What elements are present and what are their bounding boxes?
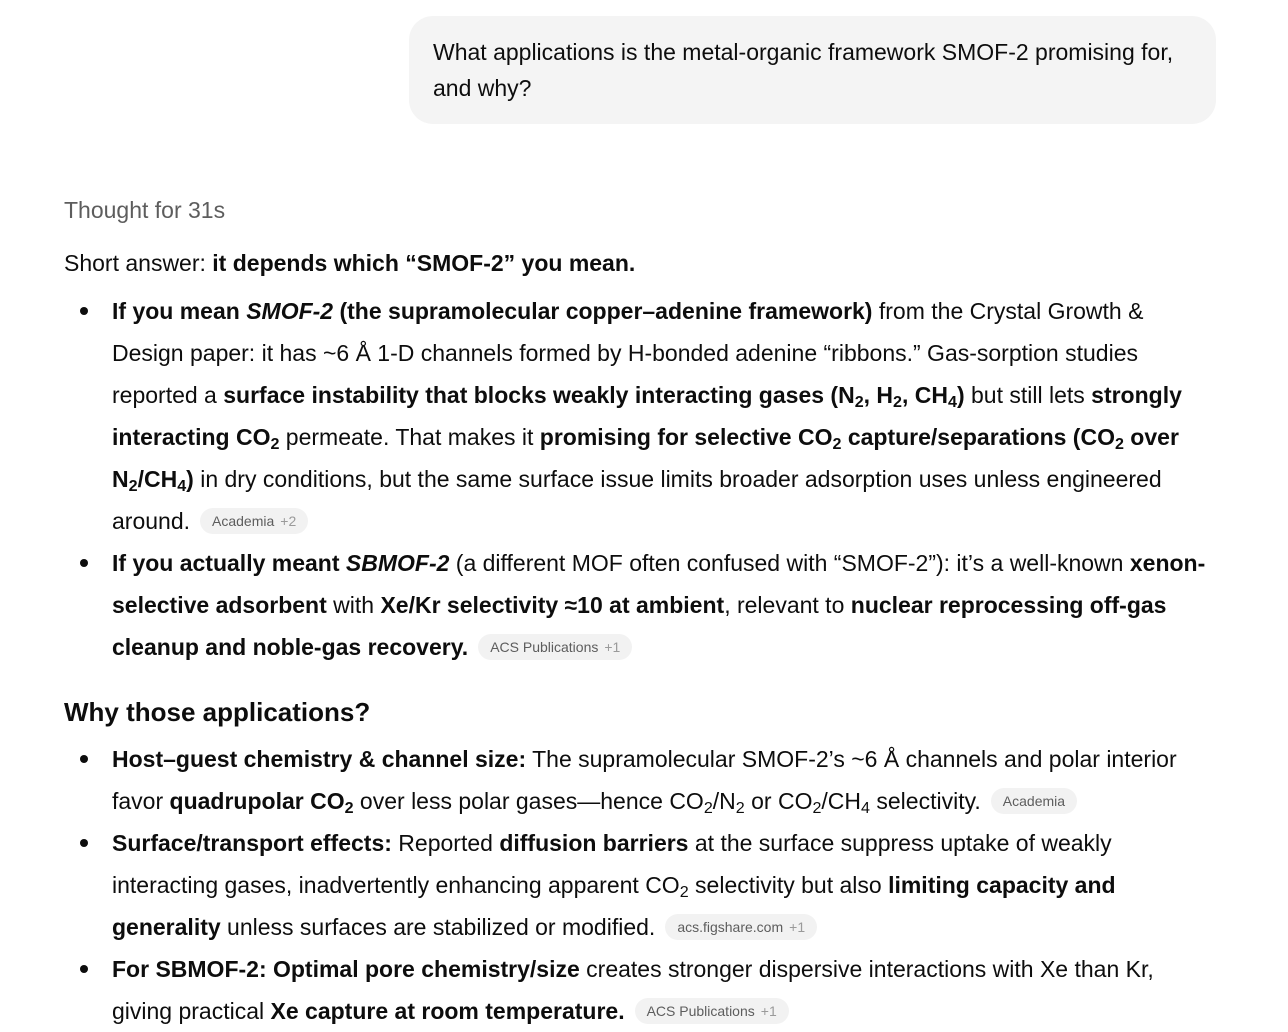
bullet-dot [80, 559, 88, 567]
reasons-list: Host–guest chemistry & channel size: The… [64, 738, 1216, 1032]
bullet-dot [80, 755, 88, 763]
source-citation-pill[interactable]: ACS Publications +1 [478, 634, 633, 660]
thought-duration-label: Thought for 31s [64, 197, 226, 223]
bullet-dot [80, 965, 88, 973]
list-item: Host–guest chemistry & channel size: The… [80, 738, 1216, 822]
list-item: For SBMOF-2: Optimal pore chemistry/size… [80, 948, 1216, 1032]
bullet-dot [80, 307, 88, 315]
assistant-response: Short answer: it depends which “SMOF-2” … [64, 242, 1216, 1032]
source-citation-pill[interactable]: acs.figshare.com +1 [665, 914, 818, 940]
source-citation-pill[interactable]: Academia +2 [200, 508, 309, 534]
bullet-dot [80, 839, 88, 847]
list-item: If you mean SMOF-2 (the supramolecular c… [80, 290, 1216, 542]
user-message-text: What applications is the metal-organic f… [433, 39, 1174, 101]
list-item: Surface/transport effects: Reported diff… [80, 822, 1216, 948]
list-item: If you actually meant SBMOF-2 (a differe… [80, 542, 1216, 668]
thought-duration-toggle[interactable]: Thought for 31s [64, 192, 225, 228]
source-citation-pill[interactable]: ACS Publications +1 [634, 998, 789, 1024]
source-citation-pill[interactable]: Academia [990, 788, 1078, 814]
short-answer: Short answer: it depends which “SMOF-2” … [64, 250, 636, 276]
user-message-bubble: What applications is the metal-organic f… [409, 16, 1216, 124]
section-heading: Why those applications? [64, 697, 371, 727]
interpretations-list: If you mean SMOF-2 (the supramolecular c… [64, 290, 1216, 668]
